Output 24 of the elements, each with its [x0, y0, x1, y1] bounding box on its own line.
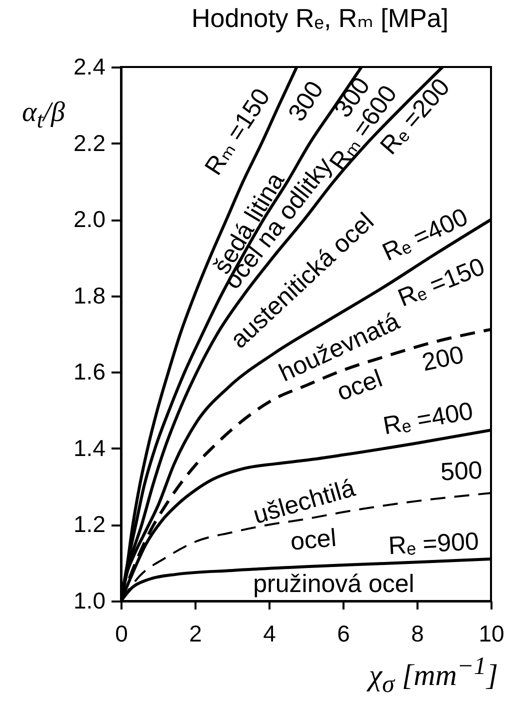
x-tick-label: 10 [478, 620, 504, 646]
x-tick-label: 4 [263, 620, 276, 646]
x-tick-label: 2 [189, 620, 202, 646]
annotation: 200 [420, 340, 466, 377]
x-tick-label: 8 [411, 620, 424, 646]
annotation: Rₑ =900 [388, 527, 480, 560]
x-tick-label: 6 [337, 620, 350, 646]
annotation: 300 [282, 76, 330, 126]
y-tick-label: 1.0 [74, 588, 106, 614]
annotation: ocel [289, 524, 338, 556]
y-tick-label: 1.4 [74, 434, 106, 461]
y-tick-label: 1.8 [74, 282, 106, 308]
x-axis-title: χ$_{σ}$ [mm$^{−1}$] [368, 652, 498, 700]
y-tick-label: 2.2 [74, 130, 106, 156]
x-tick-label: 0 [115, 620, 128, 646]
y-tick-label: 1.2 [74, 511, 106, 538]
y-tick-label: 2.0 [74, 206, 106, 232]
y-axis-title: α$_{t}$/β [22, 96, 65, 136]
y-tick-label: 2.4 [74, 54, 106, 80]
y-tick-label: 1.6 [74, 358, 106, 385]
annotation: pružinová ocel [253, 570, 414, 598]
annotation: Rₑ =400 [381, 397, 476, 440]
chart-title: Hodnoty Rₑ, Rₘ [MPa] [191, 3, 449, 33]
annotation: 500 [440, 456, 483, 486]
